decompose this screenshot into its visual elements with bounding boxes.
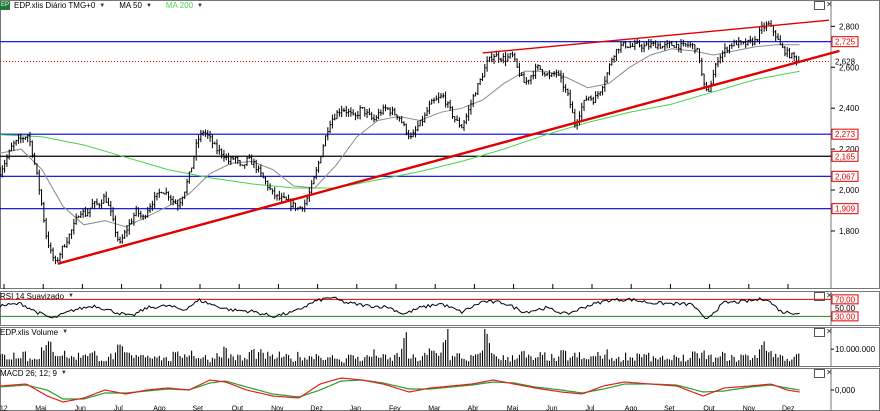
rsi-minimize-icon[interactable] bbox=[814, 292, 825, 301]
level-label-text: 2,067 bbox=[835, 172, 856, 181]
level-label-box bbox=[831, 128, 859, 140]
rsi-level-box bbox=[831, 294, 859, 305]
ma200-dropdown-icon[interactable]: ▼ bbox=[197, 2, 203, 9]
rsi-dropdown-icon[interactable]: ▼ bbox=[68, 293, 74, 299]
symbol-logo-icon: EP bbox=[0, 1, 10, 10]
level-label: 2,165 bbox=[831, 150, 859, 162]
xaxis-month-label: Mar bbox=[428, 406, 441, 411]
xaxis-month-label: Mai bbox=[35, 406, 47, 411]
level-label-box bbox=[831, 36, 859, 48]
level-label-text: 1,909 bbox=[835, 205, 856, 214]
ohlc-bars bbox=[0, 20, 800, 265]
rsi-panel: 70,00 50,00 30,00 RSI 14 Suavizado ▼ ✕ bbox=[0, 291, 880, 326]
price-panel: 2,800 2,600 2,400 2,200 2,000 1,800 2,725 2,273… bbox=[0, 0, 880, 289]
xaxis-month-label: Mai bbox=[507, 406, 519, 411]
rsi-title: RSI 14 Suavizado bbox=[0, 291, 65, 301]
volume-panel: 10.000.000 EDP.xlis Volume ▼ ✕ bbox=[0, 327, 880, 367]
rsi-line bbox=[0, 296, 800, 320]
rsi-frame bbox=[0, 291, 880, 326]
volume-chart[interactable]: 10.000.000 bbox=[0, 327, 880, 367]
macd-frame bbox=[0, 368, 880, 411]
price-ytick-label: 2,400 bbox=[839, 104, 860, 113]
xaxis-month-label: Ago bbox=[153, 406, 166, 411]
volume-close-icon[interactable]: ✕ bbox=[826, 327, 833, 336]
volume-bars bbox=[0, 329, 800, 366]
level-label: 1,909 bbox=[831, 203, 859, 215]
macd-ytick-label: 0,000 bbox=[835, 386, 856, 395]
rsi-close-icon[interactable]: ✕ bbox=[826, 291, 833, 300]
xaxis-month-label: 012 bbox=[0, 406, 8, 411]
level-label: 2,067 bbox=[831, 170, 859, 182]
volume-minimize-icon[interactable] bbox=[814, 328, 825, 337]
price-chart[interactable]: 2,800 2,600 2,400 2,200 2,000 1,800 2,725 2,273… bbox=[0, 0, 880, 289]
price-ytick-label: 1,800 bbox=[839, 227, 860, 236]
level-label-box bbox=[831, 170, 859, 182]
level-label-text: 2,725 bbox=[835, 38, 856, 47]
xaxis-month-label: Set bbox=[664, 406, 675, 411]
trendline bbox=[482, 19, 830, 54]
ma200-line bbox=[0, 70, 800, 189]
price-ytick-label: 2,800 bbox=[839, 22, 860, 31]
macd-line bbox=[0, 377, 800, 403]
macd-minimize-icon[interactable] bbox=[814, 369, 825, 378]
macd-close-icon[interactable]: ✕ bbox=[826, 368, 833, 377]
xaxis-month-label: Dez bbox=[310, 406, 323, 411]
xaxis-month-label: Out bbox=[703, 406, 714, 411]
symbol-label: EDP.xlis Diário TMG+0 bbox=[14, 1, 96, 10]
price-ytick-label: 2,600 bbox=[839, 63, 860, 72]
xaxis-month-label: Set bbox=[193, 406, 204, 411]
level-label: 2,273 bbox=[831, 128, 859, 140]
xaxis-month-label: Jun bbox=[75, 406, 86, 411]
volume-dropdown-icon[interactable]: ▼ bbox=[62, 329, 69, 335]
xaxis-month-label: Ago bbox=[625, 406, 638, 411]
xaxis-month-label: Jul bbox=[114, 406, 123, 411]
xaxis-month-label: Jan bbox=[350, 406, 361, 411]
price-ytick-label: 2,200 bbox=[839, 145, 860, 154]
level-label-text: 2,165 bbox=[835, 152, 856, 161]
volume-header: EDP.xlis Volume ▼ bbox=[0, 327, 68, 337]
xaxis-month-label: Nov bbox=[743, 406, 756, 411]
macd-title: MACD 26; 12; 9 bbox=[0, 368, 57, 378]
rsi-ytick-label: 70,00 bbox=[835, 295, 856, 304]
trendline bbox=[57, 49, 840, 265]
level-label: 2,725 bbox=[831, 36, 859, 48]
level-label-text: 2,273 bbox=[835, 130, 856, 139]
xaxis-month-label: Abr bbox=[468, 406, 480, 411]
xaxis-month-label: Jun bbox=[546, 406, 557, 411]
xaxis-month-label: Jul bbox=[586, 406, 595, 411]
xaxis-month-label: Fev bbox=[389, 406, 401, 411]
level-label-box bbox=[831, 150, 859, 162]
price-minimize-icon[interactable] bbox=[814, 1, 825, 10]
macd-header: MACD 26; 12; 9 ▼ bbox=[0, 368, 67, 378]
rsi-ytick-label: 50,00 bbox=[835, 304, 856, 313]
macd-dropdown-icon[interactable]: ▼ bbox=[60, 370, 67, 376]
rsi-ytick-label: 30,00 bbox=[835, 312, 856, 321]
price-close-icon[interactable]: ✕ bbox=[826, 0, 833, 9]
xaxis-month-label: Nov bbox=[271, 406, 284, 411]
xaxis-month-label: Dez bbox=[782, 406, 795, 411]
symbol-dropdown-icon[interactable]: ▼ bbox=[99, 2, 106, 9]
macd-chart[interactable]: 0,000 012 Mai Jun Jul Ago Set Out Nov Dez Jan Fev Ma… bbox=[0, 368, 880, 411]
chart-header: EP EDP.xlis Diário TMG+0 ▼ MA 50 ▼ MA 20… bbox=[0, 0, 203, 11]
volume-title: EDP.xlis Volume bbox=[0, 327, 59, 337]
volume-ytick-label: 10.000.000 bbox=[835, 345, 876, 354]
rsi-header: RSI 14 Suavizado ▼ bbox=[0, 291, 74, 301]
price-ytick-label: 2,000 bbox=[839, 186, 860, 195]
last-price-label: 2,628 bbox=[835, 58, 856, 67]
ma50-dropdown-icon[interactable]: ▼ bbox=[145, 2, 152, 9]
rsi-level-box bbox=[831, 311, 859, 322]
xaxis-month-label: Out bbox=[232, 406, 243, 411]
ma50-label: MA 50 bbox=[119, 1, 142, 10]
level-label-box bbox=[831, 203, 859, 215]
macd-panel: 0,000 012 Mai Jun Jul Ago Set Out Nov Dez Jan Fev Ma… bbox=[0, 368, 880, 411]
ma200-label: MA 200 bbox=[165, 1, 194, 10]
ma50-line bbox=[0, 44, 800, 228]
